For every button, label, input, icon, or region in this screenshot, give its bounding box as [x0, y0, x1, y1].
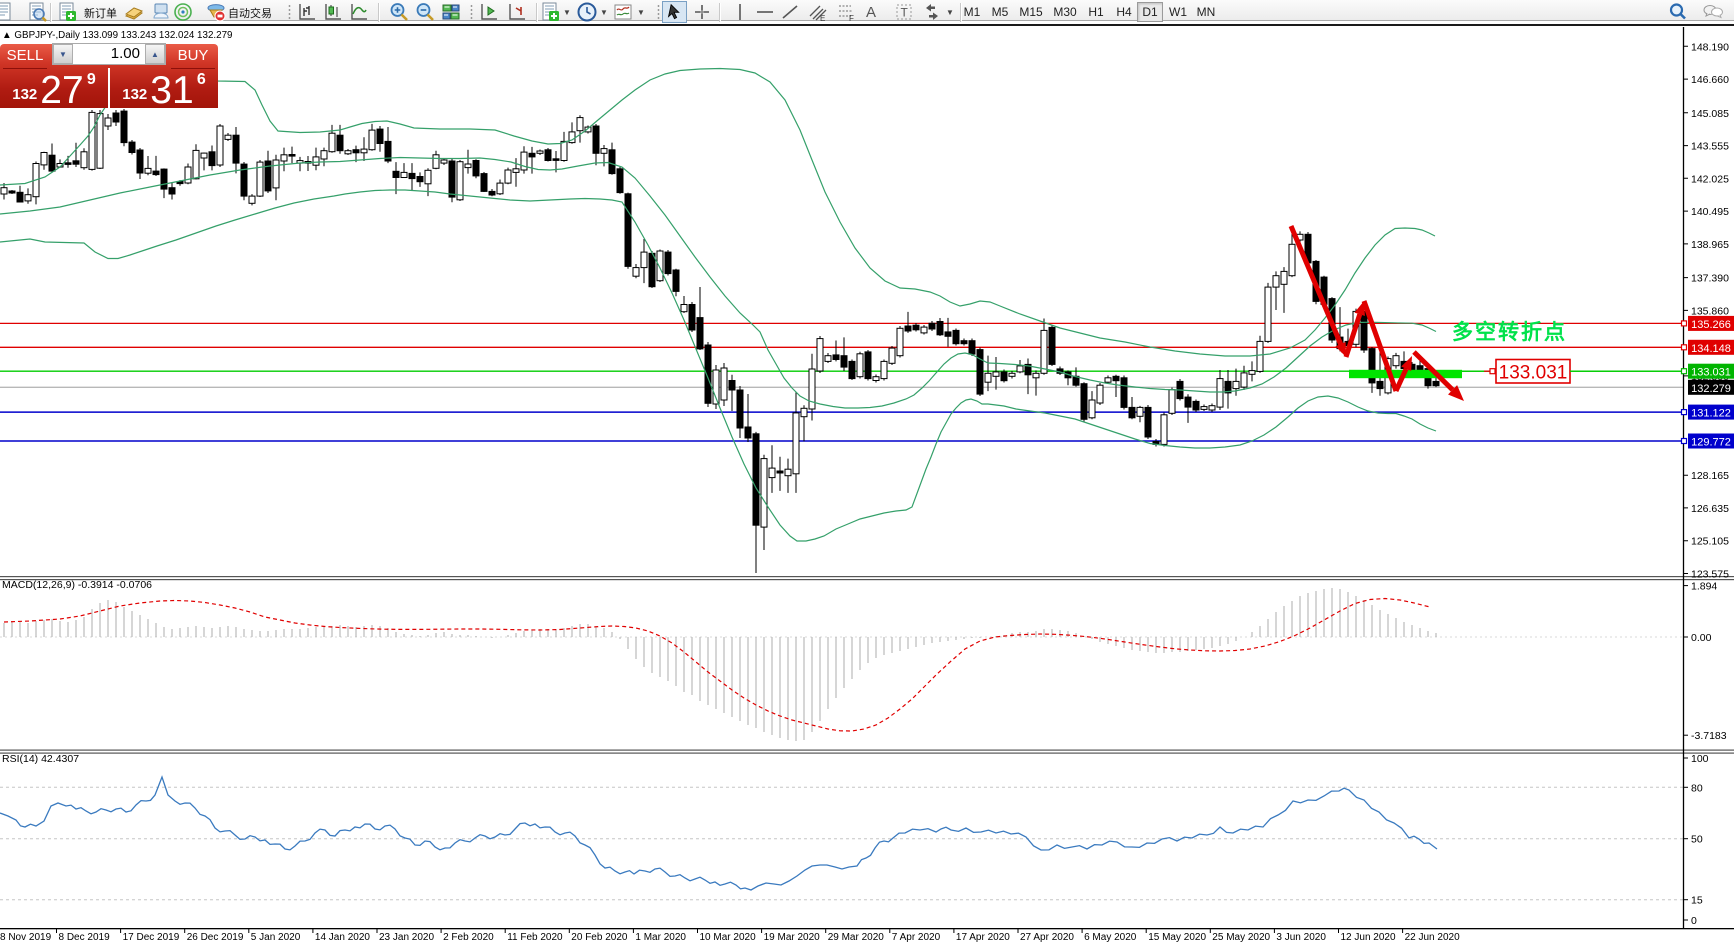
svg-text:134.148: 134.148: [1691, 343, 1731, 355]
svg-text:1 Mar 2020: 1 Mar 2020: [635, 932, 686, 943]
svg-text:0: 0: [1691, 915, 1697, 927]
svg-text:129.772: 129.772: [1691, 437, 1731, 449]
svg-text:0.00: 0.00: [1691, 632, 1712, 644]
svg-text:100: 100: [1691, 753, 1709, 765]
svg-text:128.165: 128.165: [1691, 470, 1729, 482]
svg-text:80: 80: [1691, 782, 1703, 794]
svg-text:1.894: 1.894: [1691, 581, 1717, 593]
svg-text:23 Jan 2020: 23 Jan 2020: [379, 932, 434, 943]
svg-text:7 Apr 2020: 7 Apr 2020: [892, 932, 941, 943]
svg-text:131.122: 131.122: [1691, 408, 1731, 420]
svg-text:137.390: 137.390: [1691, 273, 1729, 285]
svg-text:6 May 2020: 6 May 2020: [1084, 932, 1137, 943]
svg-text:12 Jun 2020: 12 Jun 2020: [1341, 932, 1396, 943]
svg-text:T: T: [901, 6, 909, 20]
svg-text:26 Dec 2019: 26 Dec 2019: [187, 932, 244, 943]
svg-text:138.965: 138.965: [1691, 239, 1729, 251]
svg-text:20 Feb 2020: 20 Feb 2020: [571, 932, 628, 943]
svg-text:133.031: 133.031: [1499, 363, 1568, 384]
svg-text:135.266: 135.266: [1691, 319, 1731, 331]
svg-text:11 Feb 2020: 11 Feb 2020: [507, 932, 563, 943]
svg-text:15 May 2020: 15 May 2020: [1148, 932, 1206, 943]
svg-text:25 May 2020: 25 May 2020: [1212, 932, 1270, 943]
svg-text:143.555: 143.555: [1691, 141, 1729, 153]
svg-text:14 Jan 2020: 14 Jan 2020: [315, 932, 370, 943]
svg-text:5 Jan 2020: 5 Jan 2020: [251, 932, 301, 943]
svg-text:126.635: 126.635: [1691, 503, 1729, 515]
svg-text:148.190: 148.190: [1691, 41, 1729, 53]
svg-text:15: 15: [1691, 895, 1703, 907]
svg-text:19 Mar 2020: 19 Mar 2020: [764, 932, 821, 943]
svg-text:146.660: 146.660: [1691, 74, 1729, 86]
svg-text:123.575: 123.575: [1691, 569, 1729, 581]
svg-text:2 Feb 2020: 2 Feb 2020: [443, 932, 494, 943]
svg-text:50: 50: [1691, 834, 1703, 846]
svg-text:多空转折点: 多空转折点: [1452, 320, 1565, 344]
svg-text:140.495: 140.495: [1691, 206, 1729, 218]
svg-text:125.105: 125.105: [1691, 536, 1729, 548]
svg-text:RSI(14) 42.4307: RSI(14) 42.4307: [2, 753, 79, 765]
svg-text:29 Mar 2020: 29 Mar 2020: [828, 932, 885, 943]
svg-text:-3.7183: -3.7183: [1691, 730, 1727, 742]
svg-text:F: F: [849, 14, 854, 22]
svg-text:27 Apr 2020: 27 Apr 2020: [1020, 932, 1074, 943]
svg-text:8 Nov 2019: 8 Nov 2019: [0, 932, 52, 943]
svg-text:E: E: [820, 14, 825, 22]
svg-text:133.031: 133.031: [1691, 367, 1731, 379]
svg-text:3 Jun 2020: 3 Jun 2020: [1276, 932, 1326, 943]
svg-text:8 Dec 2019: 8 Dec 2019: [59, 932, 111, 943]
svg-text:145.085: 145.085: [1691, 108, 1729, 120]
svg-text:10 Mar 2020: 10 Mar 2020: [700, 932, 757, 943]
svg-text:132.279: 132.279: [1691, 383, 1731, 395]
svg-text:135.860: 135.860: [1691, 305, 1729, 317]
svg-text:MACD(12,26,9) -0.3914 -0.0706: MACD(12,26,9) -0.3914 -0.0706: [2, 579, 152, 591]
svg-text:▲ GBPJPY-,Daily 133.099 133.2: ▲ GBPJPY-,Daily 133.099 133.243 132.024 …: [2, 30, 232, 41]
svg-text:17 Apr 2020: 17 Apr 2020: [956, 932, 1010, 943]
svg-text:142.025: 142.025: [1691, 173, 1729, 185]
svg-text:17 Dec 2019: 17 Dec 2019: [123, 932, 180, 943]
svg-text:22 Jun 2020: 22 Jun 2020: [1405, 932, 1460, 943]
